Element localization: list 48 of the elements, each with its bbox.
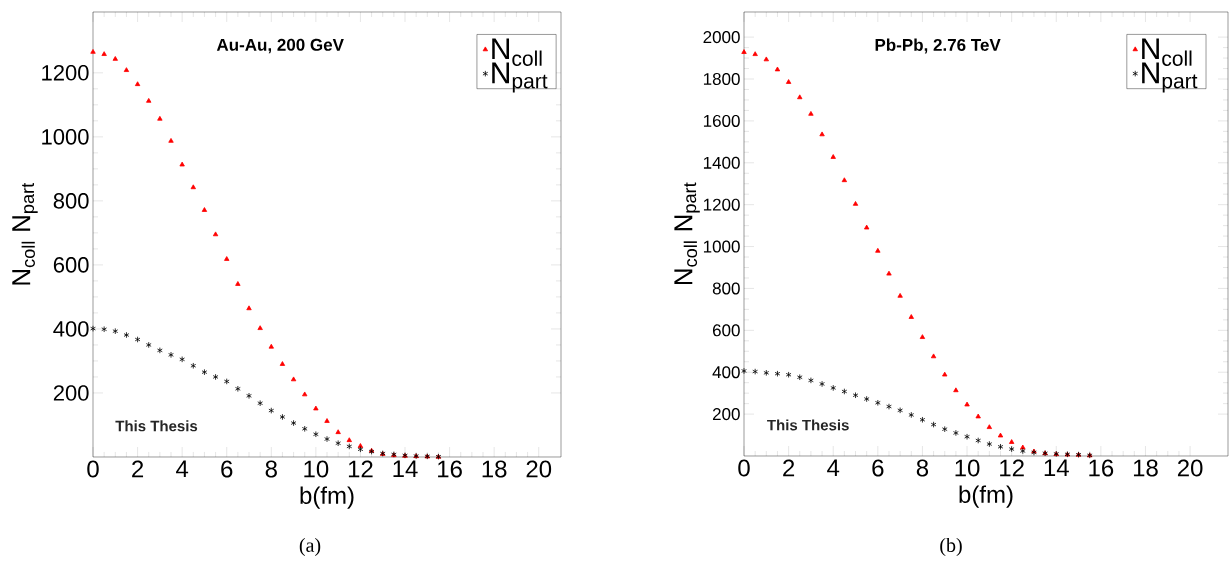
y-tick-label: 1600 (703, 114, 740, 127)
x-tick-label: 16 (438, 460, 462, 478)
x-tick-label: 20 (526, 460, 552, 478)
y-axis-title: N$_{coll}$ N$_{part}$ (674, 182, 700, 285)
x-tick-label: 0 (87, 460, 99, 478)
y-tick-label: 1000 (703, 240, 740, 253)
annotation: This Thesis (115, 420, 198, 432)
x-tick-label: 8 (916, 459, 929, 477)
x-tick-label: 8 (265, 460, 277, 478)
x-tick-label: 10 (304, 460, 329, 478)
y-tick-label: 2000 (703, 31, 740, 44)
annotation: This Thesis (767, 419, 849, 431)
x-tick-label: 12 (348, 460, 373, 478)
y-tick-label: 400 (53, 321, 89, 337)
x-tick-label: 4 (827, 459, 840, 477)
x-tick-label: 14 (393, 460, 418, 478)
y-tick-label: 800 (712, 282, 740, 295)
x-tick-label: 20 (1177, 459, 1203, 477)
y-tick-label: 800 (53, 193, 89, 209)
y-tick-label: 1000 (42, 129, 89, 145)
x-tick-label: 2 (132, 460, 144, 478)
x-tick-label: 6 (872, 459, 884, 477)
text: (a) (299, 537, 321, 557)
x-tick-label: 0 (738, 459, 750, 477)
y-tick-label: 600 (712, 324, 740, 337)
x-tick-label: 14 (1044, 459, 1069, 477)
y-tick-label: 1200 (42, 65, 89, 81)
x-tick-label: 18 (1133, 459, 1158, 477)
text: (b) (940, 537, 962, 557)
x-tick-label: 2 (783, 459, 795, 477)
x-tick-label: 12 (1000, 459, 1024, 477)
text: Pb-Pb, 2.76 TeV (875, 38, 1001, 54)
y-tick-label: 200 (712, 408, 740, 421)
x-tick-label: 4 (176, 460, 189, 478)
text: Au-Au, 200 GeV (216, 38, 344, 54)
x-axis-title: b(fm) (300, 486, 354, 509)
y-tick-label: 1800 (703, 72, 740, 86)
y-tick-label: 600 (53, 257, 89, 273)
x-tick-label: 16 (1089, 459, 1114, 477)
x-tick-label: 6 (221, 460, 233, 478)
x-tick-label: 18 (482, 460, 507, 478)
y-tick-label: 200 (53, 385, 89, 401)
y-tick-label: 400 (712, 366, 740, 379)
y-tick-label: 1400 (703, 156, 740, 169)
x-tick-label: 10 (955, 459, 980, 477)
y-axis-title: N$_{coll}$ N$_{part}$ (12, 182, 38, 285)
y-tick-label: 1200 (703, 198, 740, 211)
x-axis-title: b(fm) (959, 485, 1013, 508)
